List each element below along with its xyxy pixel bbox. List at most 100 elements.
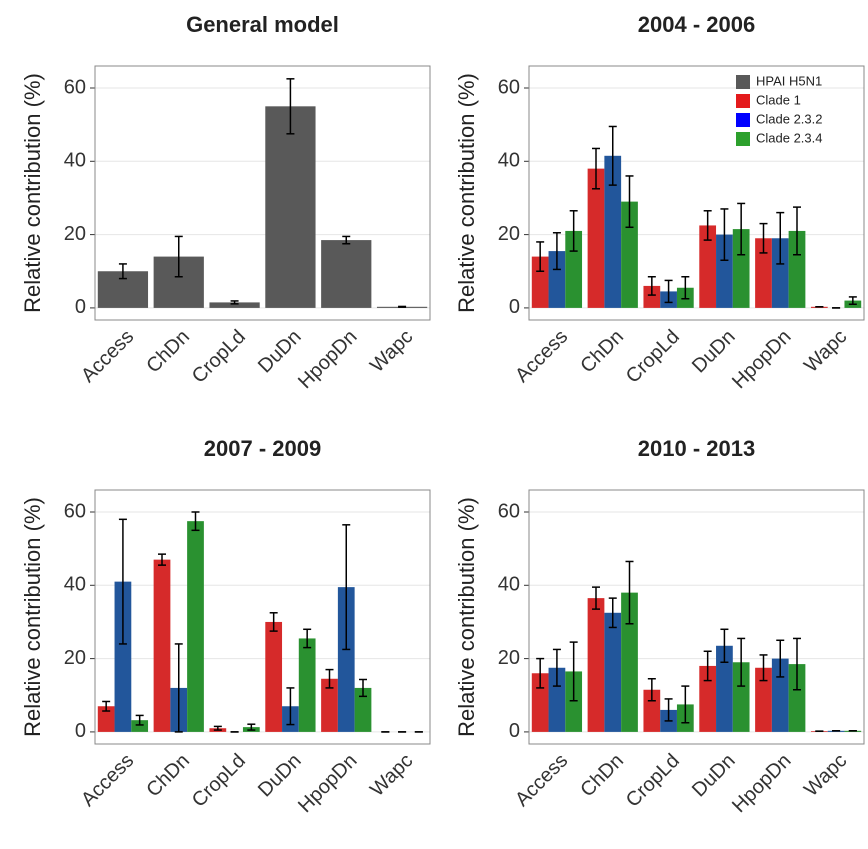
y-tick-label: 0 [75,296,86,318]
bar [699,225,717,308]
error-bar [135,714,144,726]
bar [755,238,772,308]
error-bar [759,654,768,682]
x-tick-label: CropLd [622,326,684,388]
error-bar [158,553,166,566]
y-axis-title: Relative contribution (%) [454,73,479,313]
y-tick-label: 40 [498,574,520,596]
y-tick-label: 20 [64,647,86,669]
bar [265,621,283,732]
x-tick-label: DuDn [688,750,740,802]
error-bar [793,206,801,256]
x-tick-label: Access [511,750,572,811]
bar [337,587,355,732]
error-bar [286,78,295,135]
bar [565,671,583,732]
bar [699,665,717,732]
error-bar [342,524,351,651]
plot-border [528,65,865,321]
error-bar [681,685,690,724]
x-tick-label: CropLd [622,750,684,812]
error-bar [592,586,600,610]
bar [531,673,549,732]
error-bar [174,235,183,278]
error-bar [230,300,239,305]
y-tick-label: 20 [498,647,520,669]
legend-key [736,132,750,146]
bar [771,658,789,732]
chart-title: General model [186,12,339,37]
bar [621,201,638,308]
legend-label: Clade 2.3.2 [756,111,823,126]
bar [587,598,605,732]
error-bar [608,597,617,629]
bar [771,238,789,308]
plot-area [95,66,430,320]
plot-area [529,66,864,320]
y-tick-label: 20 [498,223,520,245]
bar [531,256,549,308]
x-tick-label: ChDn [142,326,194,378]
error-bar [776,211,785,265]
bar [114,581,132,732]
error-bar [737,637,746,687]
error-bar [286,687,295,726]
error-bar [664,279,673,304]
x-tick-label: Access [77,326,138,387]
error-bar [647,678,656,702]
legend-key [736,113,750,127]
y-tick-label: 60 [498,500,520,522]
error-bar [681,276,690,300]
error-bar [625,560,634,625]
error-bar [359,678,367,698]
y-tick-label: 60 [64,76,86,98]
legend-key [736,75,750,89]
bar [548,251,566,308]
bar [788,664,806,732]
error-bar [398,305,407,308]
error-bar [191,511,200,532]
error-bar [269,612,278,632]
x-tick-label: Wapc [366,326,417,377]
y-tick-label: 60 [64,500,86,522]
x-tick-label: HpopDn [294,326,361,393]
error-bar [608,125,617,186]
bar [587,168,605,308]
x-tick-label: Access [77,750,138,811]
x-tick-label: HpopDn [728,326,795,393]
x-tick-label: Wapc [800,750,851,801]
error-bar [569,641,578,702]
error-bar [720,208,729,262]
plot-area [529,490,864,744]
x-tick-label: HpopDn [294,750,361,817]
x-tick-label: ChDn [576,326,628,378]
x-tick-label: ChDn [142,750,194,802]
error-bar [647,276,656,296]
plot-border [94,65,431,321]
plot-border [528,489,865,745]
chart-title: 2010 - 2013 [638,436,755,461]
y-tick-label: 40 [64,150,86,172]
error-bar [703,650,712,682]
bar [604,155,622,308]
x-tick-label: ChDn [576,750,628,802]
error-bar [720,628,729,664]
bar [321,240,372,308]
y-tick-label: 40 [498,150,520,172]
bar [131,720,149,732]
bar [732,662,750,732]
error-bar [569,210,578,252]
error-bar [118,263,127,280]
x-tick-label: Access [511,326,572,387]
bar [548,667,566,732]
error-bar [247,723,256,731]
error-bar [625,175,634,229]
y-tick-label: 60 [498,76,520,98]
legend-label: Clade 1 [756,92,801,107]
legend-key [736,94,750,108]
bar [153,559,171,732]
y-tick-label: 0 [509,720,520,742]
error-bar [118,518,127,645]
legend-label: HPAI H5N1 [756,73,822,88]
bar [321,678,338,732]
